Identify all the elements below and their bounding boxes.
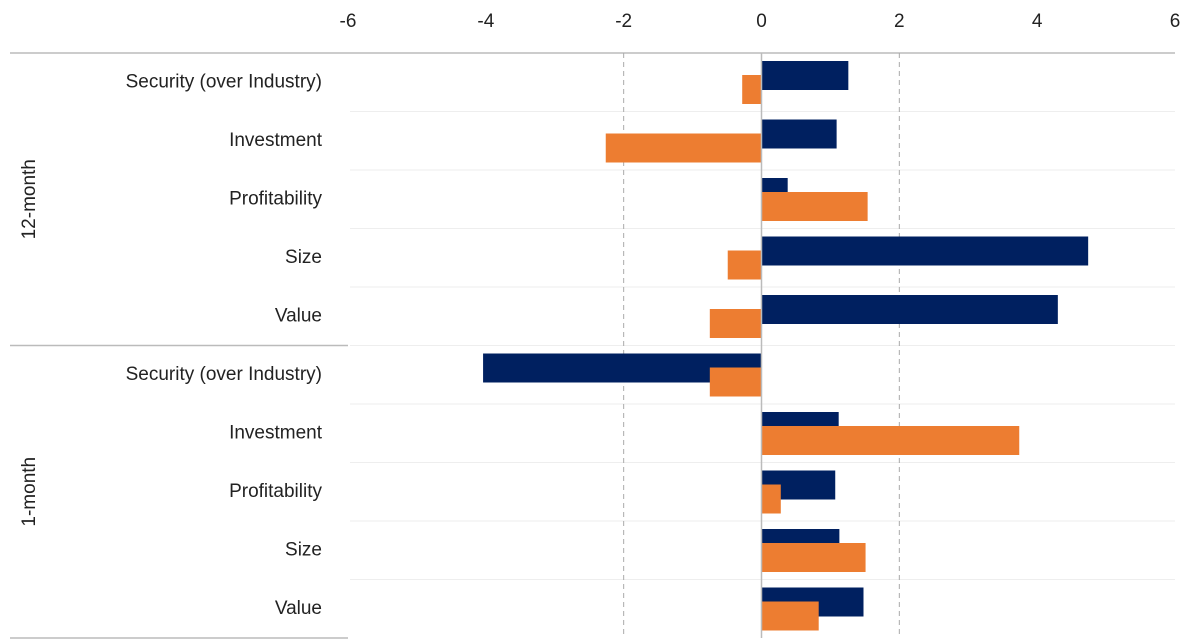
bar [605, 133, 762, 163]
bar [761, 601, 819, 631]
category-label: Value [275, 305, 322, 326]
category-label: Investment [229, 130, 323, 151]
bar [761, 119, 837, 149]
bar [761, 61, 849, 90]
x-tick-label: 0 [756, 11, 767, 32]
bar [709, 367, 762, 397]
group-label: 12-month [19, 159, 40, 239]
category-label: Profitability [229, 481, 322, 502]
bar [742, 75, 762, 104]
bar [761, 484, 781, 514]
bar [761, 426, 1020, 455]
category-label: Security (over Industry) [126, 364, 322, 385]
bar [727, 250, 762, 280]
category-label: Size [285, 247, 322, 268]
category-label: Value [275, 598, 322, 619]
category-label: Investment [229, 422, 323, 443]
bar [761, 543, 866, 572]
bar [761, 295, 1058, 324]
x-tick-label: -4 [477, 11, 494, 32]
group-label: 1-month [19, 457, 40, 527]
x-tick-label: -2 [615, 11, 632, 32]
bar [761, 236, 1089, 266]
bar [709, 309, 762, 338]
category-label: Security (over Industry) [126, 71, 322, 92]
category-label: Profitability [229, 188, 322, 209]
bar [761, 192, 868, 221]
x-tick-label: 6 [1170, 11, 1181, 32]
x-tick-label: -6 [340, 11, 357, 32]
x-tick-label: 2 [894, 11, 905, 32]
category-label: Size [285, 539, 322, 560]
x-tick-label: 4 [1032, 11, 1043, 32]
